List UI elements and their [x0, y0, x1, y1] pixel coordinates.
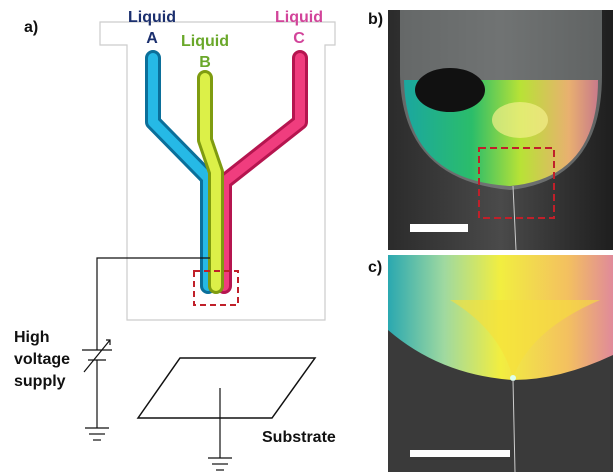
- photo-c: [388, 255, 613, 472]
- liquid-name: Liquid: [181, 33, 229, 50]
- figure: a) Liquid A Liquid B Liquid C High volta…: [0, 0, 613, 472]
- liquid-letter: C: [293, 30, 305, 47]
- channels: [153, 58, 300, 286]
- liquid-name: Liquid: [275, 9, 323, 26]
- substrate-label: Substrate: [262, 429, 336, 446]
- liquid-name: Liquid: [128, 9, 176, 26]
- panel-label: a): [24, 19, 38, 36]
- supply-label: High: [14, 329, 50, 346]
- supply-label: supply: [14, 373, 66, 390]
- liquid-letter: A: [146, 30, 158, 47]
- supply-label: voltage: [14, 351, 70, 368]
- liquid-letter: B: [199, 54, 211, 71]
- panel-label: b): [368, 11, 383, 28]
- panel-label: c): [368, 259, 382, 276]
- photo-b: [388, 10, 613, 250]
